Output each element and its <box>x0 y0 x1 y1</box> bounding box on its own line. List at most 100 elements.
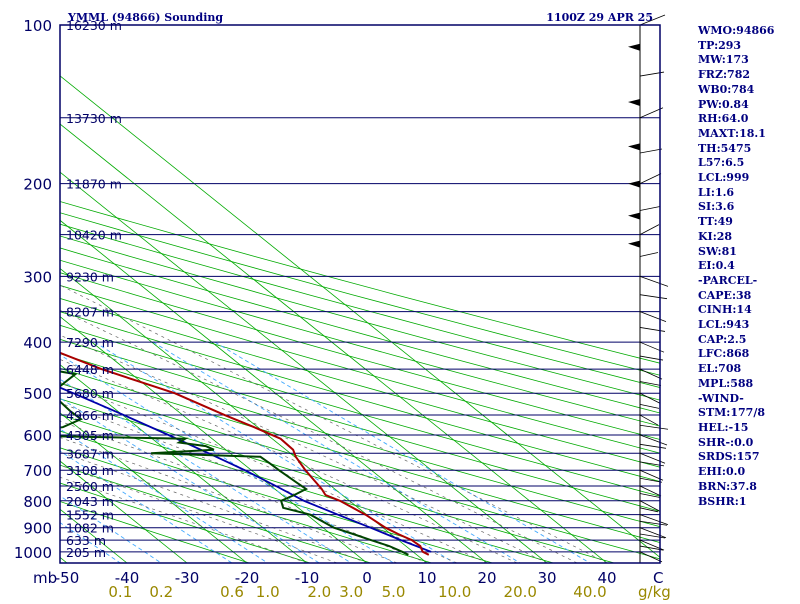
moist-adiabat <box>60 476 308 563</box>
height-label: 4305 m <box>66 428 114 443</box>
index-line: L57:6.5 <box>698 156 745 170</box>
temperature-tick-label: -30 <box>175 569 200 587</box>
wind-barb <box>639 107 664 119</box>
mixing-ratio-line <box>60 495 162 563</box>
pressure-unit-label: mb <box>33 569 57 587</box>
mixing-ratio-line <box>152 341 521 563</box>
height-label: 4966 m <box>66 408 114 423</box>
moist-adiabat <box>60 309 578 563</box>
index-line: BSHR:1 <box>698 494 747 508</box>
index-line: PW:0.84 <box>698 97 749 111</box>
pressure-tick-label: 600 <box>23 427 52 445</box>
index-line: MAXT:18.1 <box>698 126 766 140</box>
height-label: 16230 m <box>66 18 122 33</box>
index-line: CAPE:38 <box>698 288 752 302</box>
wind-barb <box>639 355 664 361</box>
dry-adiabat <box>60 201 660 364</box>
index-line: CAP:2.5 <box>698 332 747 346</box>
wind-barb <box>639 452 666 464</box>
dry-adiabat <box>60 223 660 388</box>
index-line: LFC:868 <box>698 347 750 361</box>
index-line: TH:5475 <box>698 141 752 155</box>
station-title: YMML (94866) Sounding <box>67 11 223 24</box>
pressure-tick-label: 900 <box>23 520 52 538</box>
dry-adiabat <box>60 353 660 528</box>
pressure-tick-label: 200 <box>23 176 52 194</box>
height-label: 10420 m <box>66 228 122 243</box>
height-label: 11870 m <box>66 177 122 192</box>
height-label: 633 m <box>66 533 106 548</box>
obs-time: 1100Z 29 APR 25 <box>546 11 653 24</box>
wind-barb <box>639 551 663 563</box>
wind-barb <box>639 252 659 257</box>
wind-barb <box>639 520 668 526</box>
mixing-ratio-line <box>60 450 233 563</box>
moist-adiabat <box>60 359 518 563</box>
height-label: 2560 m <box>66 479 114 494</box>
temperature-tick-label: -10 <box>295 569 320 587</box>
index-line: MW:173 <box>698 53 749 67</box>
height-label: 1082 m <box>66 521 114 536</box>
wind-barb <box>639 533 666 539</box>
temperature-tick-label: -50 <box>55 569 80 587</box>
parcel-trace <box>60 386 432 553</box>
temperature-tick-label: 10 <box>417 569 436 587</box>
isotherm <box>60 556 68 563</box>
dry-adiabat <box>60 338 660 512</box>
index-line: TT:49 <box>698 215 733 229</box>
index-line: HEL:-15 <box>698 420 749 434</box>
wind-barb <box>639 424 669 430</box>
dry-adiabat <box>60 259 660 427</box>
index-line: BRN:37.8 <box>698 479 757 493</box>
index-line: TP:293 <box>698 38 742 52</box>
isotherm <box>60 460 188 563</box>
moist-adiabat <box>60 402 458 563</box>
index-line: KI:28 <box>698 229 733 243</box>
wind-barb <box>639 527 667 539</box>
index-line: LCL:943 <box>698 318 750 332</box>
dry-adiabat <box>60 212 660 376</box>
height-label: 8207 m <box>66 305 114 320</box>
moist-adiabat <box>60 284 608 563</box>
isotherm <box>0 25 7 563</box>
index-line: -WIND- <box>698 391 744 405</box>
dry-adiabat <box>60 501 250 563</box>
index-line: SHR-:0.0 <box>698 435 754 449</box>
index-line: EL:708 <box>698 362 742 376</box>
isotherm <box>60 364 308 563</box>
wind-barb <box>639 206 661 211</box>
wind-barb <box>639 173 662 184</box>
wind-barb <box>639 469 664 481</box>
wind-barb <box>639 14 666 26</box>
wind-barb <box>639 443 667 449</box>
index-line: SI:3.6 <box>698 200 735 214</box>
wind-barb <box>639 545 664 551</box>
mixing-ratio-tick-label: 3.0 <box>339 583 363 600</box>
pressure-tick-label: 400 <box>23 334 52 352</box>
index-line: STM:177/8 <box>698 406 765 420</box>
index-line: SRDS:157 <box>698 450 760 464</box>
wind-barb <box>639 392 661 404</box>
index-line: WMO:94866 <box>698 24 775 37</box>
temperature-unit-label: C <box>653 569 663 587</box>
wind-barb <box>639 368 663 380</box>
pressure-tick-label: 300 <box>23 268 52 286</box>
wind-pennant <box>628 98 640 106</box>
index-line: -PARCEL- <box>698 273 758 287</box>
wind-pennant <box>628 212 640 220</box>
mixing-ratio-tick-label: 0.6 <box>220 583 244 600</box>
mixing-ratio-line <box>60 378 352 563</box>
mixing-ratio-tick-label: 2.0 <box>307 583 331 600</box>
height-label: 5680 m <box>66 386 114 401</box>
mixing-ratio-line <box>60 397 320 563</box>
index-line: LI:1.6 <box>698 185 735 199</box>
index-line: LCL:999 <box>698 171 750 185</box>
temperature-tick-label: 30 <box>537 569 556 587</box>
mixing-ratio-tick-label: 20.0 <box>504 583 537 600</box>
isotherm <box>60 316 368 563</box>
mixing-ratio-unit-label: g/kg <box>638 583 671 600</box>
height-label: 7290 m <box>66 335 114 350</box>
wind-barb <box>639 327 666 332</box>
pressure-tick-label: 1000 <box>14 544 52 562</box>
temperature-tick-label: -40 <box>115 569 140 587</box>
